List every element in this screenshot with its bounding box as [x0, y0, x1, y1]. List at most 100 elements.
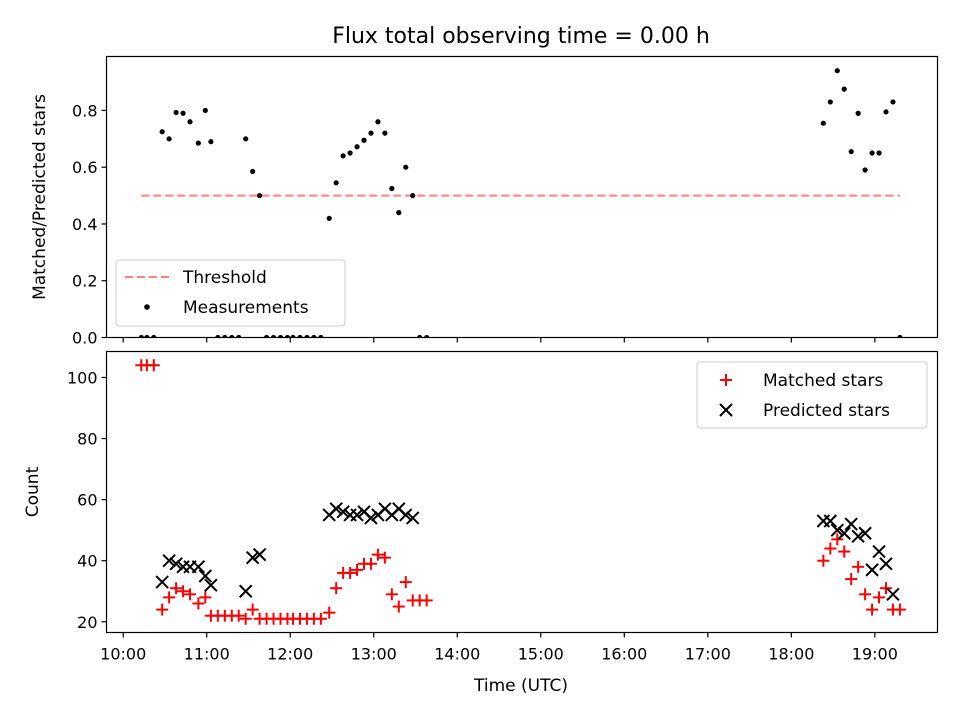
measurement-point: [841, 86, 847, 92]
matched-star-point: [893, 603, 906, 616]
matched-star-point: [330, 582, 343, 595]
measurement-point: [403, 164, 409, 170]
matched-star-point: [385, 588, 398, 601]
predicted-star-point: [198, 569, 213, 583]
measurement-point: [222, 334, 228, 338]
measurement-point: [347, 150, 353, 156]
measurement-point: [897, 334, 903, 338]
matched-star-point: [163, 591, 176, 604]
predicted-star-point: [204, 578, 218, 592]
matched-star-point: [314, 612, 327, 625]
predicted-star-point: [238, 584, 253, 598]
matched-star-point: [859, 588, 872, 601]
measurement-point: [326, 215, 332, 221]
matched-star-point: [199, 591, 212, 604]
predicted-star-point: [191, 560, 206, 574]
top-y-axis-label: Matched/Predicted stars: [30, 94, 50, 300]
matched-star-point: [147, 359, 160, 372]
predicted-star-point: [155, 575, 169, 589]
bottom-y-tick-label: 20: [77, 613, 97, 632]
matched-star-point: [392, 600, 405, 613]
x-tick-label: 10:00: [100, 645, 146, 664]
top-plot-area: 0.0 0.2 0.4 0.6 0.8: [72, 68, 903, 348]
predicted-star-point: [252, 547, 267, 562]
predicted-star-point: [886, 587, 900, 602]
matched-star-point: [170, 582, 183, 595]
measurement-point: [862, 167, 868, 173]
bottom-axes-frame: [105, 350, 939, 634]
measurement-point: [270, 334, 277, 338]
measurement-point: [424, 334, 430, 338]
matched-star-point: [879, 582, 892, 595]
measurement-point: [243, 136, 249, 142]
x-tick-label: 12:00: [267, 645, 313, 664]
matched-star-point: [817, 554, 830, 567]
top-y-tick-label: 0.2: [72, 272, 97, 291]
x-tick-label: 14:00: [434, 645, 480, 664]
measurement-point: [144, 334, 150, 338]
measurement-point: [834, 68, 840, 74]
measurement-point: [361, 137, 367, 143]
measurement-point: [277, 334, 284, 338]
measurement-point: [389, 185, 395, 192]
predicted-star-point: [169, 557, 183, 571]
measurement-point: [883, 109, 889, 115]
top-y-tick-label: 0.4: [72, 215, 97, 234]
matched-star-point: [873, 591, 886, 604]
predicted-star-point: [837, 526, 851, 540]
measurement-point: [257, 192, 263, 199]
measurement-point: [354, 144, 360, 150]
matched-star-point: [838, 545, 851, 558]
predicted-star-point: [823, 514, 838, 528]
matched-star-point: [378, 551, 391, 564]
matched-stars-series: [135, 359, 906, 625]
matched-star-point: [399, 576, 412, 589]
measurement-point: [340, 153, 346, 159]
predicted-star-point: [329, 502, 343, 516]
matched-star-point: [824, 542, 837, 555]
measurement-point: [848, 148, 854, 155]
bottom-y-tick-label: 60: [77, 491, 97, 510]
bottom-y-tick-label: 100: [67, 368, 98, 387]
bottom-y-tick-label: 80: [77, 430, 97, 449]
matched-star-point: [239, 612, 252, 625]
measurement-point: [396, 210, 402, 216]
measurements-legend-marker: [144, 304, 150, 310]
measurement-point: [855, 110, 861, 116]
top-legend-box: [115, 259, 346, 327]
matched-star-point: [184, 588, 197, 601]
measurement-point: [417, 334, 423, 338]
measurement-point: [382, 130, 388, 136]
matched-star-point: [420, 594, 433, 607]
measurement-point: [151, 334, 157, 338]
legend-label-matched-stars: Matched stars: [763, 371, 883, 391]
x-tick-label: 15:00: [518, 645, 564, 664]
measurement-point: [375, 119, 381, 125]
matched-star-point: [364, 557, 377, 570]
predicted-stars-series: [155, 502, 900, 602]
measurement-point: [820, 120, 826, 126]
measurement-point: [236, 334, 242, 338]
measurement-point: [410, 192, 416, 199]
measurement-point: [318, 334, 324, 338]
matched-star-point: [192, 597, 205, 610]
x-tick-label: 13:00: [351, 645, 397, 664]
predicted-star-point: [830, 523, 844, 537]
measurement-point: [250, 168, 256, 175]
measurement-point: [159, 129, 165, 135]
x-tick-label: 16:00: [601, 645, 647, 664]
measurement-point: [284, 334, 291, 338]
measurement-point: [827, 99, 833, 105]
x-tick-label: 18:00: [768, 645, 814, 664]
bottom-y-tick-label: 40: [77, 552, 97, 571]
measurement-point: [876, 150, 882, 156]
measurement-point: [195, 140, 201, 146]
top-y-tick-label: 0.6: [72, 158, 97, 177]
bottom-panel: 20 40 60 80 100 10:00 11:00 12:00 13:00 14:00 15:0…: [23, 350, 939, 696]
predicted-star-point: [879, 557, 893, 571]
predicted-star-point: [350, 508, 364, 522]
x-tick-label: 11:00: [184, 645, 230, 664]
legend-label-measurements: Measurements: [183, 298, 309, 318]
legend-label-threshold: Threshold: [182, 268, 267, 288]
matched-stars-legend-marker: [720, 374, 732, 386]
